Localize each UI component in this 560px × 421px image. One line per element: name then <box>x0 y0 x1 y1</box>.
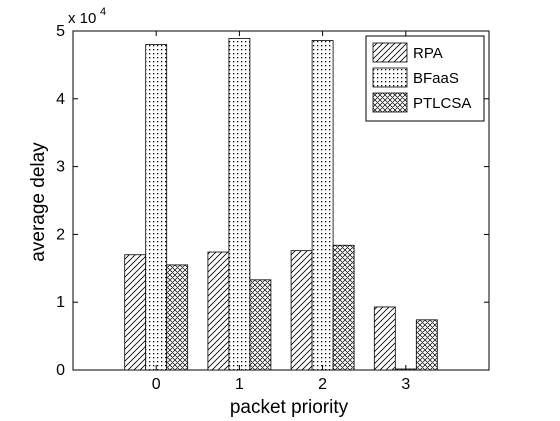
bar-rpa-2 <box>290 250 313 371</box>
bar-rpa-3 <box>373 306 396 371</box>
y-tick-label: 0 <box>56 362 65 379</box>
x-tick-label: 2 <box>318 376 327 393</box>
bar-bfaas-2 <box>311 40 334 371</box>
bar-ptlcsa-2 <box>332 244 355 371</box>
x-tick-label: 3 <box>401 376 410 393</box>
y-tick-label: 3 <box>56 159 65 176</box>
bars-group <box>124 38 438 371</box>
y-tick-label: 4 <box>56 91 65 108</box>
bar-ptlcsa-1 <box>249 279 272 371</box>
bar-rpa-1 <box>207 251 230 371</box>
bar-ptlcsa-3 <box>415 319 438 371</box>
legend-swatch-ptlcsa <box>372 92 408 113</box>
y-multiplier-exponent: 4 <box>100 6 106 18</box>
legend-label-rpa: RPA <box>413 45 443 62</box>
x-tick-label: 1 <box>235 376 244 393</box>
y-axis: 0 1 2 3 4 5 <box>56 23 489 379</box>
y-axis-title: average delay <box>28 142 49 262</box>
bar-rpa-0 <box>124 254 147 371</box>
x-tick-label: 0 <box>152 376 161 393</box>
legend: RPA BFaaS PTLCSA <box>365 35 485 122</box>
x-axis-title: packet priority <box>230 397 349 418</box>
legend-swatch-bfaas <box>372 67 408 88</box>
y-multiplier-label: x 10 <box>68 10 96 27</box>
legend-swatch-rpa <box>372 42 408 63</box>
legend-label-ptlcsa: PTLCSA <box>413 95 471 112</box>
x-axis: 0 1 2 3 <box>152 31 410 393</box>
y-tick-label: 2 <box>56 226 65 243</box>
bar-bfaas-0 <box>145 44 168 371</box>
y-tick-label: 1 <box>56 294 65 311</box>
bar-ptlcsa-0 <box>166 264 189 371</box>
legend-label-bfaas: BFaaS <box>413 70 459 87</box>
y-tick-label: 5 <box>56 23 65 40</box>
bar-bfaas-1 <box>228 38 251 371</box>
